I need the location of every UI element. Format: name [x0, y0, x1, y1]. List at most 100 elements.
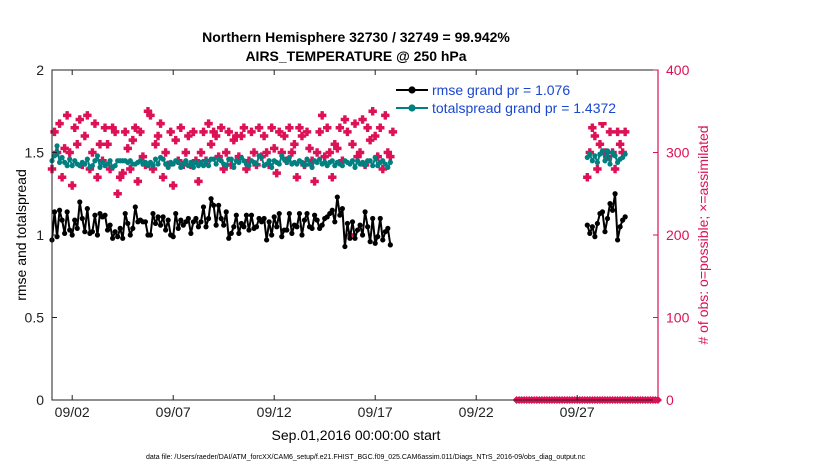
rmse-marker	[142, 219, 149, 225]
rmse-marker	[269, 232, 275, 238]
obs-assimilated-marker	[305, 144, 314, 153]
obs-assimilated-marker	[588, 123, 597, 132]
rmse-marker	[304, 210, 310, 217]
obs-assimilated-marker	[620, 127, 630, 137]
rmse-marker	[248, 212, 255, 218]
rmse-marker	[193, 215, 199, 222]
rmse-marker	[319, 222, 325, 228]
totalspread-marker	[112, 163, 118, 169]
obs-assimilated-marker	[333, 144, 342, 153]
right-y-tick-label: 400	[666, 62, 690, 78]
obs-assimilated-marker	[194, 177, 203, 186]
rmse-marker	[157, 222, 164, 228]
rmse-marker	[59, 217, 65, 223]
rmse-marker	[342, 243, 348, 250]
obs-assimilated-marker	[343, 127, 352, 137]
rmse-marker	[309, 225, 315, 231]
rmse-marker	[51, 209, 58, 215]
rmse-marker	[64, 209, 70, 215]
rmse-marker	[195, 224, 202, 230]
x-tick-label: 09/02	[55, 404, 90, 420]
totalspread-marker	[92, 158, 98, 164]
rmse-marker	[592, 234, 598, 240]
totalspread-marker	[200, 163, 207, 169]
totalspread-marker	[213, 161, 219, 167]
rmse-marker	[276, 210, 282, 217]
totalspread-marker	[370, 163, 376, 169]
obs-assimilated-marker	[595, 140, 605, 149]
totalspread-marker	[246, 163, 252, 169]
rmse-marker	[102, 212, 108, 218]
obs-assimilated-marker	[259, 131, 269, 141]
rmse-marker	[107, 222, 113, 228]
rmse-marker	[372, 240, 378, 246]
totalspread-marker	[269, 164, 275, 170]
chart-title-line1: Northern Hemisphere 32730 / 32749 = 99.9…	[202, 29, 510, 45]
rmse-marker	[228, 230, 234, 236]
obs-assimilated-marker	[350, 119, 360, 128]
rmse-marker	[612, 191, 618, 197]
obs-assimilated-marker	[610, 164, 620, 174]
rmse-marker	[216, 202, 222, 208]
y-axis-label-right: # of obs: o=possible; ×=assimilated	[695, 125, 711, 344]
x-tick-label: 09/22	[459, 404, 494, 420]
rmse-marker	[261, 215, 267, 222]
left-y-tick-label: 1.5	[25, 145, 45, 161]
rmse-marker	[312, 212, 318, 218]
rmse-marker	[94, 232, 101, 238]
totalspread-marker	[190, 164, 196, 170]
rmse-marker	[607, 201, 613, 207]
x-tick-label: 09/07	[156, 404, 191, 420]
totalspread-marker	[150, 163, 156, 169]
totalspread-marker	[51, 153, 58, 159]
rmse-marker	[112, 229, 118, 235]
right-y-tick-label: 100	[666, 310, 690, 326]
left-y-tick-label: 0.5	[25, 310, 45, 326]
rmse-marker	[253, 224, 260, 230]
legend-spread-label: totalspread grand pr = 1.4372	[432, 100, 616, 116]
rmse-marker	[56, 207, 63, 213]
x-axis: 09/02 09/07 09/12 09/17 09/22 09/27	[55, 70, 595, 420]
obs-assimilated-marker	[376, 123, 385, 132]
rmse-marker	[243, 212, 250, 218]
obs-assimilated-marker	[388, 127, 398, 137]
totalspread-marker	[188, 159, 194, 165]
obs-assimilated-marker	[287, 148, 297, 157]
rmse-marker	[334, 194, 340, 200]
rmse-marker	[173, 210, 179, 217]
obs-assimilated-marker	[189, 127, 198, 137]
obs-assimilated-marker	[65, 148, 74, 157]
totalspread-marker	[607, 161, 613, 167]
rmse-marker	[362, 209, 368, 215]
rmse-marker	[117, 225, 123, 231]
rmse-marker	[344, 220, 351, 227]
obs-assimilated-marker	[272, 168, 281, 178]
rmse-marker	[208, 196, 214, 202]
obs-assimilated-marker	[275, 127, 284, 137]
obs-assimilated-marker	[73, 140, 82, 149]
obs-assimilated-marker	[88, 148, 97, 157]
obs-assimilated-marker	[62, 111, 72, 120]
obs-assimilated-marker	[583, 173, 592, 182]
rmse-marker	[72, 217, 78, 223]
obs-assimilated-marker	[118, 168, 127, 178]
totalspread-marker	[175, 159, 181, 165]
rmse-marker	[67, 227, 73, 233]
rmse-marker	[609, 207, 616, 213]
rmse-marker	[170, 234, 176, 240]
obs-assimilated-marker	[267, 123, 276, 132]
rmse-marker	[377, 215, 383, 222]
totalspread-marker	[211, 156, 217, 162]
obs-assimilated-marker	[123, 144, 132, 153]
obs-assimilated-marker	[280, 131, 289, 141]
rmse-marker	[218, 215, 224, 222]
obs-assimilated-marker	[184, 131, 193, 141]
obs-assimilated-marker	[292, 173, 302, 182]
obs-assimilated-marker	[151, 140, 160, 149]
rmse-marker	[132, 204, 138, 210]
rmse-marker	[599, 209, 606, 215]
rmse-marker	[198, 219, 204, 225]
obs-assimilated-marker	[196, 148, 206, 157]
y-axis-label-left: rmse and totalspread	[13, 169, 29, 301]
obs-assimilated-marker	[355, 148, 365, 157]
